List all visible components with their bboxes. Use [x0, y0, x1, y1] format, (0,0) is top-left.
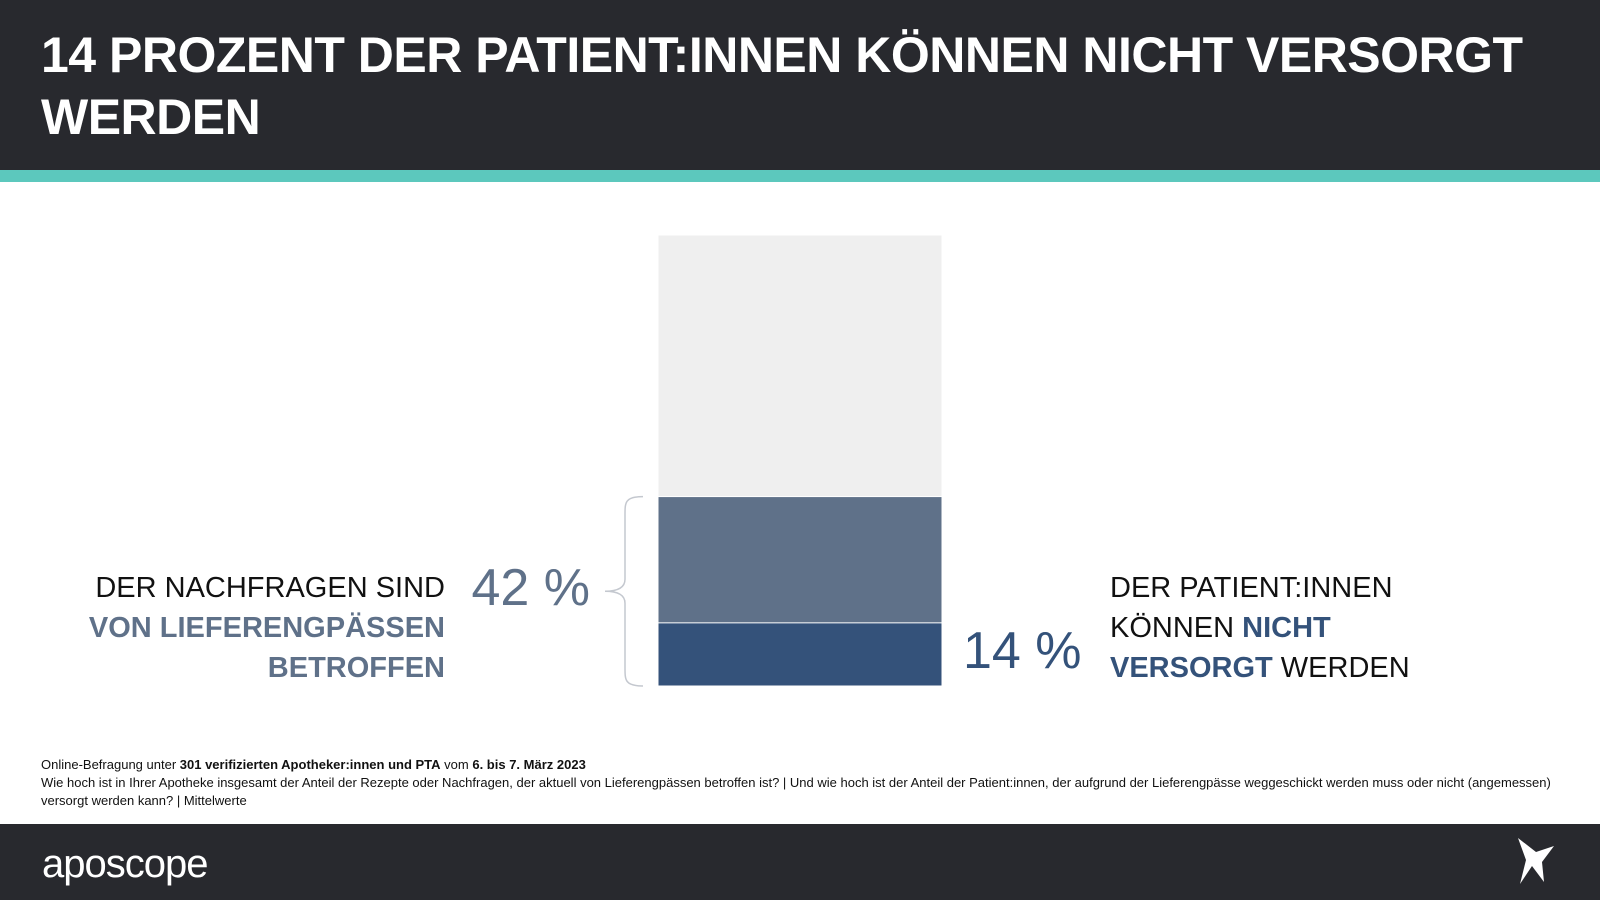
annotation-part: DER NACHFRAGEN SIND — [95, 572, 445, 604]
annotation-part: KÖNNEN — [1110, 612, 1242, 644]
source-part: 301 verifizierten Apotheker:innen und PT… — [179, 757, 441, 772]
annotation-line: DER PATIENT:INNEN — [1110, 572, 1393, 604]
value-label: 14 % — [963, 622, 1082, 680]
accent-stripe — [0, 170, 1600, 182]
source-line: Online-Befragung unter 301 verifizierten… — [41, 756, 1561, 774]
annotation-part: DER PATIENT:INNEN — [1110, 572, 1393, 604]
source-part: 6. bis 7. März 2023 — [472, 757, 586, 772]
logo: aposcope — [42, 842, 208, 886]
annotation-line: DER NACHFRAGEN SIND — [95, 572, 445, 604]
header: 14 PROZENT DER PATIENT:INNEN KÖNNEN NICH… — [0, 0, 1600, 170]
annotation-part: VON LIEFERENGPÄSSEN — [89, 611, 445, 644]
annotation-part: WERDEN — [1273, 652, 1410, 684]
source-part: Online-Befragung unter — [41, 757, 180, 772]
annotation-line: KÖNNEN NICHT — [1110, 612, 1331, 644]
logo-shape — [1518, 838, 1554, 884]
chart: 42 % 14 % DER NACHFRAGEN SIND VON LIEFERENG… — [89, 234, 1410, 687]
logo-icon — [1518, 838, 1554, 884]
brace — [604, 495, 644, 687]
annotation-line: BETROFFEN — [268, 652, 445, 684]
footer: aposcope — [0, 824, 1600, 900]
annotation-part: VERSORGT — [1110, 652, 1273, 684]
annotation-part: BETROFFEN — [268, 652, 445, 684]
source-note: Online-Befragung unter 301 verifizierten… — [41, 756, 1561, 810]
bar — [657, 622, 943, 687]
annotation-part: NICHT — [1242, 612, 1331, 644]
annotation-line: VERSORGT WERDEN — [1110, 652, 1410, 684]
question-text: Wie hoch ist in Ihrer Apotheke insgesamt… — [41, 775, 1551, 808]
value-label: 42 % — [471, 559, 590, 617]
chart-title: 14 PROZENT DER PATIENT:INNEN KÖNNEN NICH… — [41, 27, 1523, 145]
annotation-line: VON LIEFERENGPÄSSEN — [89, 611, 445, 644]
source-part: vom — [440, 757, 473, 772]
